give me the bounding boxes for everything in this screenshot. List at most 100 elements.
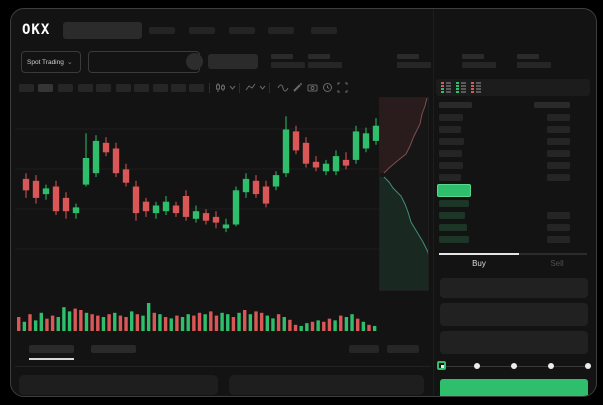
market-type-select[interactable]: Spot Trading ⌄ (21, 51, 81, 73)
bid-row-amount (547, 212, 570, 219)
ask-row-price[interactable] (439, 162, 463, 169)
depth-chart-panel (379, 97, 430, 292)
bid-row-amount (547, 224, 570, 231)
amount-slider-handle[interactable] (437, 361, 446, 370)
ask-row-amount (547, 138, 570, 145)
timeframe-button[interactable] (19, 84, 34, 92)
fullscreen-icon[interactable] (337, 82, 348, 93)
stat-value (517, 62, 551, 68)
stat-label (397, 54, 419, 59)
okx-logo: OKX (22, 22, 51, 38)
timeframe-button[interactable] (189, 84, 204, 92)
ask-row-amount (547, 174, 570, 181)
chevron-down-icon[interactable] (257, 82, 268, 93)
timeframe-button[interactable] (58, 84, 73, 92)
timeframe-button[interactable] (116, 84, 131, 92)
stat-label (517, 54, 539, 59)
bid-row-price[interactable] (439, 224, 467, 231)
timeframe-button[interactable] (134, 84, 149, 92)
active-tab-underline (29, 358, 74, 360)
ask-row-price[interactable] (439, 126, 461, 133)
book-asks-icon[interactable] (471, 82, 482, 94)
pair-select[interactable]: ⌄ (88, 51, 200, 73)
nav-item[interactable] (268, 27, 294, 34)
ask-row-amount (547, 150, 570, 157)
clock-icon[interactable] (322, 82, 333, 93)
ask-row-amount (547, 126, 570, 133)
ticker-stat (517, 54, 553, 70)
volume-chart (17, 303, 377, 331)
ask-row-price[interactable] (439, 150, 462, 157)
toolbar-divider (239, 83, 240, 93)
timeframe-button[interactable] (96, 84, 111, 92)
nav-item[interactable] (149, 27, 175, 34)
candle-type-icon[interactable] (215, 82, 226, 93)
tab-sell[interactable]: Sell (550, 259, 564, 268)
stat-value (271, 62, 305, 68)
stat-value (462, 62, 496, 68)
nav-item[interactable] (311, 27, 337, 34)
pair-name-placeholder (208, 54, 258, 69)
slider-step-dot[interactable] (511, 363, 517, 369)
slider-step-dot[interactable] (585, 363, 591, 369)
bottom-tab-active[interactable] (29, 345, 74, 353)
stat-label (462, 54, 484, 59)
book-both-icon[interactable] (441, 82, 452, 94)
indicator-icon[interactable] (245, 82, 256, 93)
book-bids-icon[interactable] (456, 82, 467, 94)
chevron-down-icon: ⌄ (66, 59, 73, 66)
orderbook-header-amount (534, 102, 570, 108)
timeframe-button[interactable] (153, 84, 168, 92)
slider-step-dot[interactable] (548, 363, 554, 369)
nav-item[interactable] (229, 27, 255, 34)
orderbook-mode-strip (436, 79, 590, 96)
ticker-stat (462, 54, 498, 70)
timeframe-button[interactable] (171, 84, 186, 92)
tab-indicator-track (439, 253, 587, 255)
ticker-stat (397, 54, 433, 70)
market-type-label: Spot Trading (27, 58, 64, 66)
buy-button[interactable] (440, 379, 588, 396)
bid-row-price[interactable] (439, 212, 465, 219)
ticker-stat (271, 54, 307, 70)
order-book-and-trade-panel: Buy Sell (433, 9, 596, 396)
bid-row-price[interactable] (439, 200, 469, 207)
ask-row-price[interactable] (439, 138, 464, 145)
timeframe-button[interactable] (78, 84, 93, 92)
stat-label (271, 54, 293, 59)
trade-input-field[interactable] (440, 331, 588, 354)
chevron-down-icon[interactable] (227, 82, 238, 93)
bid-row-amount (547, 236, 570, 243)
orderbook-header-price (439, 102, 472, 108)
buy-tab-indicator (439, 253, 519, 255)
nav-item[interactable] (189, 27, 215, 34)
divider (15, 366, 431, 367)
ask-row-price[interactable] (439, 174, 461, 181)
timeframe-button[interactable] (38, 84, 53, 92)
bid-row-price[interactable] (439, 236, 469, 243)
bottom-panel-action[interactable] (387, 345, 419, 353)
stat-value (308, 62, 342, 68)
bottom-panel-button[interactable] (229, 375, 424, 395)
trade-input-field[interactable] (440, 278, 588, 298)
bottom-panel-button[interactable] (19, 375, 218, 395)
last-price-highlight (437, 184, 471, 197)
tab-buy[interactable]: Buy (472, 259, 486, 268)
trade-input-field[interactable] (440, 303, 588, 326)
slider-step-dot[interactable] (474, 363, 480, 369)
bottom-tab[interactable] (91, 345, 136, 353)
toolbar-divider (269, 83, 270, 93)
coin-avatar (186, 53, 203, 70)
search-input[interactable] (63, 22, 142, 39)
ticker-stat (308, 54, 344, 70)
bottom-panel-action[interactable] (349, 345, 379, 353)
toolbar-divider (209, 83, 210, 93)
ask-row-price[interactable] (439, 114, 463, 121)
ask-row-amount (547, 114, 570, 121)
depth-chart (380, 97, 430, 292)
wave-icon[interactable] (277, 82, 289, 93)
pencil-icon[interactable] (292, 82, 303, 93)
app-window: OKX Spot Trading ⌄ ⌄ (10, 8, 597, 397)
camera-icon[interactable] (307, 82, 318, 93)
candlestick-chart (15, 116, 379, 250)
